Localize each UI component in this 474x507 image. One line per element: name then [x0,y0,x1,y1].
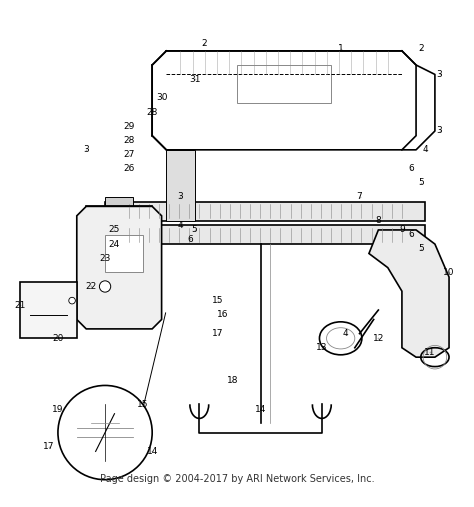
Text: 20: 20 [52,334,64,343]
Text: 16: 16 [217,310,228,319]
Text: 23: 23 [100,254,111,263]
Bar [105,202,426,221]
Bar [105,225,426,244]
Text: 5: 5 [418,244,424,254]
Text: 3: 3 [437,126,443,135]
Text: 4: 4 [178,221,183,230]
Text: 17: 17 [212,329,224,338]
Text: 14: 14 [146,447,158,456]
Polygon shape [369,230,449,357]
Text: 11: 11 [424,348,436,357]
Text: 14: 14 [255,405,266,414]
Text: 22: 22 [85,282,97,291]
Text: 12: 12 [373,334,384,343]
Circle shape [116,232,123,239]
Text: 31: 31 [189,75,201,84]
Circle shape [116,215,123,223]
Text: 18: 18 [227,376,238,385]
Text: 3: 3 [178,193,183,201]
Text: 4: 4 [343,329,348,338]
Circle shape [129,232,137,239]
Text: 3: 3 [83,146,89,154]
Circle shape [129,215,137,223]
Bar [166,150,195,221]
Polygon shape [77,206,162,329]
Text: 25: 25 [109,226,120,234]
Circle shape [69,297,75,304]
Text: 27: 27 [123,150,134,159]
Text: 15: 15 [137,400,148,409]
Text: 17: 17 [43,442,54,451]
Text: 30: 30 [156,93,167,102]
Text: 5: 5 [418,178,424,187]
Text: 6: 6 [187,235,193,244]
Bar [105,197,133,228]
Text: 24: 24 [109,240,120,248]
Text: 28: 28 [146,107,158,117]
Text: 4: 4 [423,146,428,154]
Circle shape [58,385,152,480]
Text: 7: 7 [356,193,363,201]
Text: 13: 13 [316,343,328,352]
Text: 19: 19 [52,405,64,414]
Text: 5: 5 [191,226,198,234]
Bar [237,65,331,103]
Text: 26: 26 [123,164,134,173]
Text: 6: 6 [409,230,414,239]
Text: 15: 15 [212,296,224,305]
Text: 28: 28 [123,136,134,145]
Text: 3: 3 [437,70,443,79]
Text: 2: 2 [201,40,207,48]
Text: 10: 10 [443,268,455,277]
Bar [105,235,143,272]
Text: Page design © 2004-2017 by ARI Network Services, Inc.: Page design © 2004-2017 by ARI Network S… [100,475,374,484]
Text: 6: 6 [409,164,414,173]
Text: 9: 9 [399,226,405,234]
Text: 2: 2 [418,44,424,53]
Text: 8: 8 [375,216,381,225]
Text: 1: 1 [338,44,344,53]
Circle shape [100,281,111,292]
Polygon shape [20,282,77,338]
Text: 29: 29 [123,122,134,131]
Text: 21: 21 [15,301,26,310]
